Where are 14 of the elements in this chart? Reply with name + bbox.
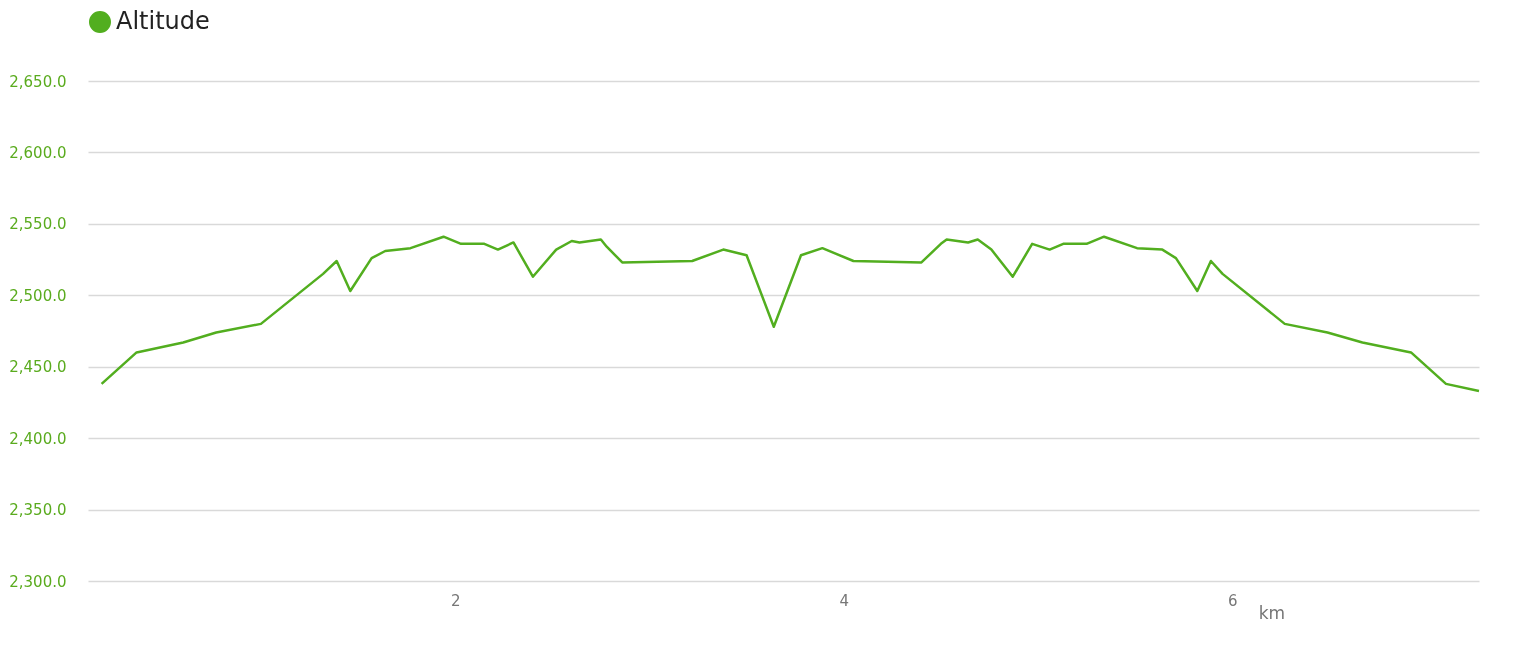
- y-tick-label: 2,300.0: [9, 572, 67, 591]
- y-tick-label: 2,600.0: [9, 143, 67, 162]
- x-tick-label: 2: [450, 591, 461, 610]
- y-tick-label: 2,500.0: [9, 286, 67, 305]
- y-tick-label: 2,450.0: [9, 358, 67, 377]
- y-tick-label: 2,650.0: [9, 72, 67, 91]
- y-tick-label: 2,350.0: [9, 501, 67, 520]
- legend-label: Altitude: [116, 7, 210, 35]
- line-series: [100, 235, 1481, 393]
- y-tick-label: 2,550.0: [9, 215, 67, 234]
- y-tick-label: 2,400.0: [9, 429, 67, 448]
- x-axis-title: km: [1258, 602, 1286, 623]
- x-tick-label: 6: [1228, 591, 1238, 610]
- x-tick-label: 4: [839, 591, 849, 610]
